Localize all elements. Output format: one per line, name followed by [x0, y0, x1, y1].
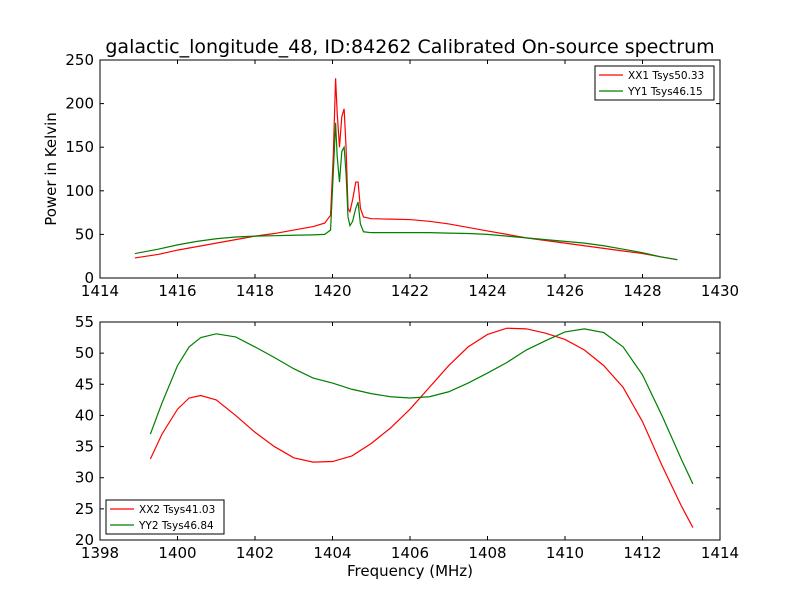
legend-box — [594, 65, 715, 101]
series-line-2 — [149, 328, 694, 485]
y-tick-label: 20 — [75, 531, 94, 549]
x-tick-label: 1430 — [701, 282, 739, 300]
y-tick-label: 50 — [75, 344, 94, 362]
x-tick-label: 1400 — [158, 544, 196, 562]
x-tick-label: 1428 — [623, 282, 661, 300]
x-tick-label: 1420 — [313, 282, 351, 300]
series-line-2 — [134, 122, 678, 261]
y-tick-label: 30 — [75, 469, 94, 487]
x-tick-label: 1416 — [158, 282, 196, 300]
y-tick-label: 35 — [75, 438, 94, 456]
x-tick-label: 1404 — [313, 544, 351, 562]
legend-box — [105, 499, 225, 535]
y-tick-label: 150 — [65, 138, 94, 156]
legend: XX2 Tsys41.03 YY2 Tsys46.84 — [105, 499, 225, 535]
x-tick-label: 1398 — [81, 544, 119, 562]
x-tick-label: 1406 — [391, 544, 429, 562]
legend: XX1 Tsys50.33 YY1 Tsys46.15 — [594, 65, 715, 101]
x-tick-label: 1408 — [468, 544, 506, 562]
y-tick-label: 50 — [75, 225, 94, 243]
x-tick-label: 1412 — [623, 544, 661, 562]
y-tick-label: 250 — [65, 51, 94, 69]
x-tick-label: 1426 — [546, 282, 584, 300]
x-axis-label: Frequency (MHz) — [347, 562, 473, 580]
legend-label: YY1 Tsys46.15 — [627, 86, 703, 98]
bottom-plot-area: 1398 1400 1402 1404 1406 1408 1410 1412 1414 20 25… — [75, 313, 739, 562]
y-tick-label: 100 — [65, 182, 94, 200]
legend-label: YY2 Tsys46.84 — [138, 520, 214, 532]
top-plot-area: 1414 1416 1418 1420 1422 1424 1426 1428 1430 0 50 1… — [65, 51, 739, 300]
x-tick-label: 1410 — [546, 544, 584, 562]
x-tick-label: 1402 — [236, 544, 274, 562]
x-tick-label: 1422 — [391, 282, 429, 300]
legend-label: XX2 Tsys41.03 — [139, 504, 215, 516]
y-tick-label: 25 — [75, 500, 94, 518]
y-tick-label: 45 — [75, 375, 94, 393]
chart-title: galactic_longitude_48, ID:84262 Calibrat… — [105, 36, 714, 58]
y-axis-label: Power in Kelvin — [42, 112, 60, 226]
y-axis-label-text: Power in Kelvin — [42, 112, 60, 226]
y-tick-label: 40 — [75, 406, 94, 424]
x-tick-label: 1414 — [81, 282, 119, 300]
y-tick-label: 200 — [65, 95, 94, 113]
y-tick-label: 0 — [84, 269, 94, 287]
x-tick-label: 1418 — [236, 282, 274, 300]
y-tick-label: 55 — [75, 313, 94, 331]
legend-label: XX1 Tsys50.33 — [628, 70, 704, 82]
series-line-1 — [134, 78, 678, 261]
x-tick-label: 1414 — [701, 544, 739, 562]
x-tick-label: 1424 — [468, 282, 506, 300]
series-line-1 — [149, 327, 694, 528]
